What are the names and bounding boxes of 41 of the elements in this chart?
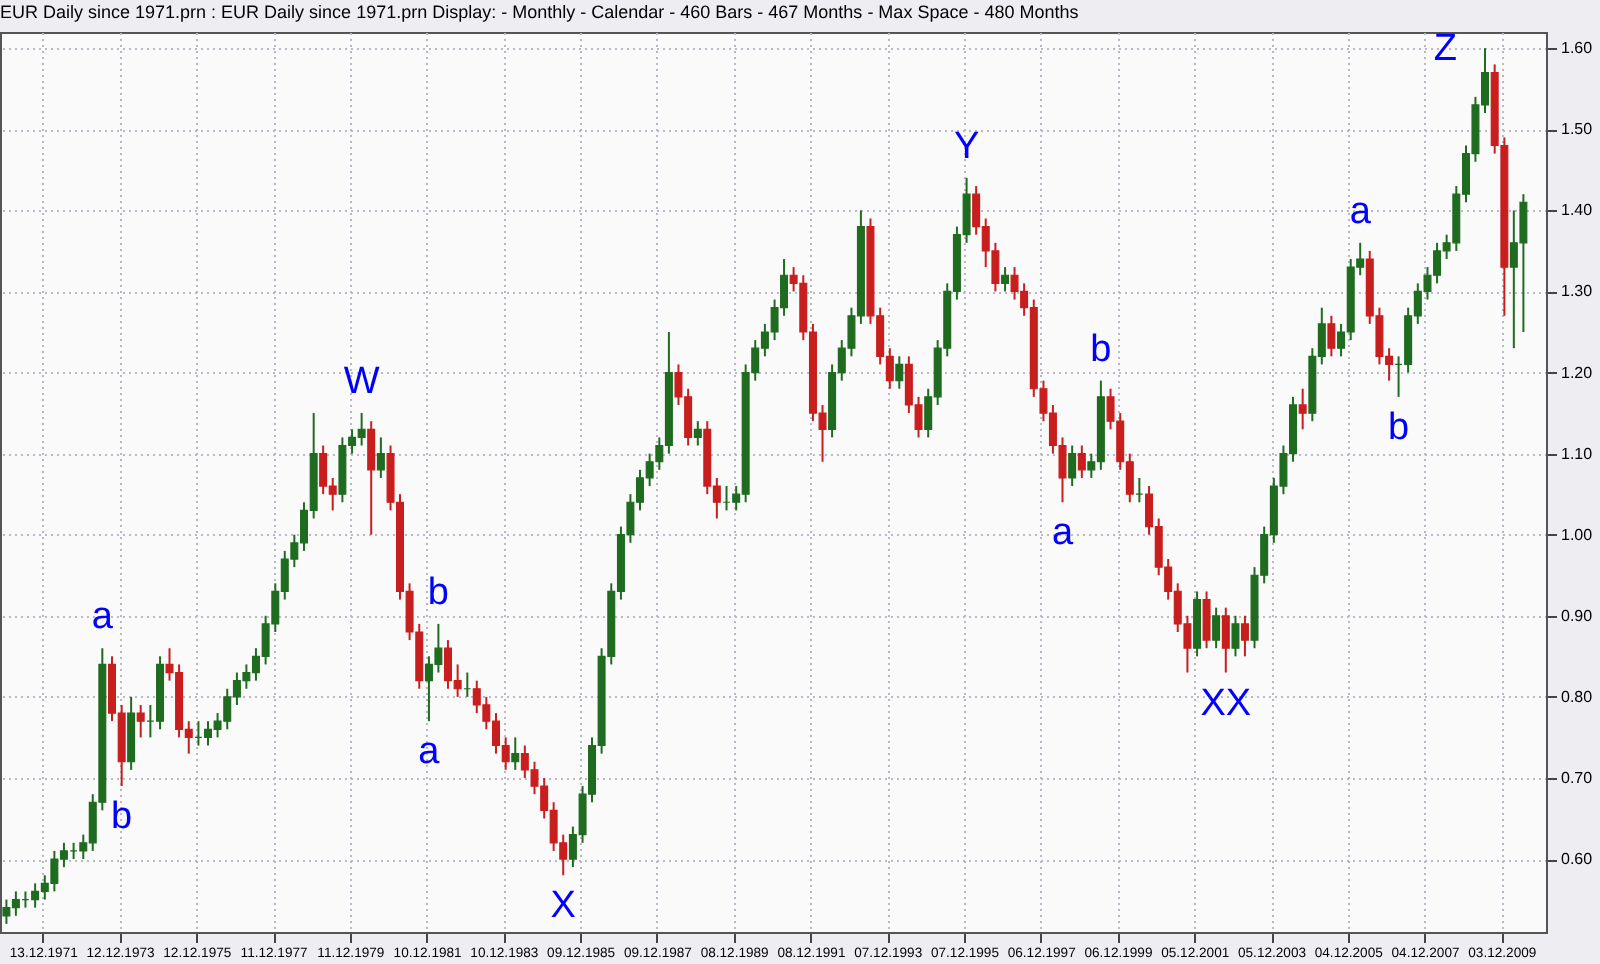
y-tick-label: 1.30 <box>1561 282 1594 301</box>
y-tick-label: 0.70 <box>1561 768 1594 787</box>
candlestick <box>1240 614 1249 658</box>
candlestick <box>1231 614 1240 658</box>
annotation: b <box>1090 328 1112 371</box>
y-tick-label: 1.20 <box>1561 363 1594 382</box>
y-tick-label: 0.80 <box>1561 687 1594 706</box>
annotation: Y <box>953 125 980 168</box>
candlestick <box>1202 590 1211 650</box>
annotation: a <box>91 596 114 639</box>
candlestick <box>1221 606 1230 674</box>
candlestick <box>367 420 376 536</box>
candlestick <box>693 420 702 447</box>
annotation: a <box>418 731 441 774</box>
y-tick-label: 0.90 <box>1561 606 1594 625</box>
y-tick-label: 1.40 <box>1561 201 1594 220</box>
candlestick <box>1077 444 1086 479</box>
annotation: XX <box>1200 682 1252 725</box>
candlestick <box>1327 314 1336 358</box>
annotation: W <box>343 361 380 404</box>
annotation: b <box>427 571 449 614</box>
annotation: a <box>1349 190 1372 233</box>
y-tick-label: 1.50 <box>1561 120 1594 139</box>
candlestick <box>895 355 904 390</box>
candlestick <box>511 736 520 771</box>
y-tick-label: 1.10 <box>1561 444 1594 463</box>
candlestick <box>1298 387 1307 431</box>
annotation: a <box>1051 512 1074 555</box>
y-tick-label: 1.60 <box>1561 39 1594 58</box>
annotation: b <box>111 796 133 839</box>
annotation: b <box>1387 406 1410 449</box>
chart-title: EUR Daily since 1971.prn : EUR Daily since 1971.prn Display: - Monthly - Calendar - 460 Bars - 467 Months - Max Space - 480 Months <box>0 2 1080 23</box>
candlestick <box>1068 444 1077 488</box>
y-tick-label: 0.60 <box>1561 850 1594 869</box>
candlestick <box>1001 266 1010 293</box>
candlestick <box>1212 606 1221 650</box>
annotation: Z <box>1433 28 1458 71</box>
candlestick <box>376 436 385 479</box>
candlestick <box>136 703 145 739</box>
y-tick-label: 1.00 <box>1561 525 1594 544</box>
annotation: X <box>550 885 577 928</box>
